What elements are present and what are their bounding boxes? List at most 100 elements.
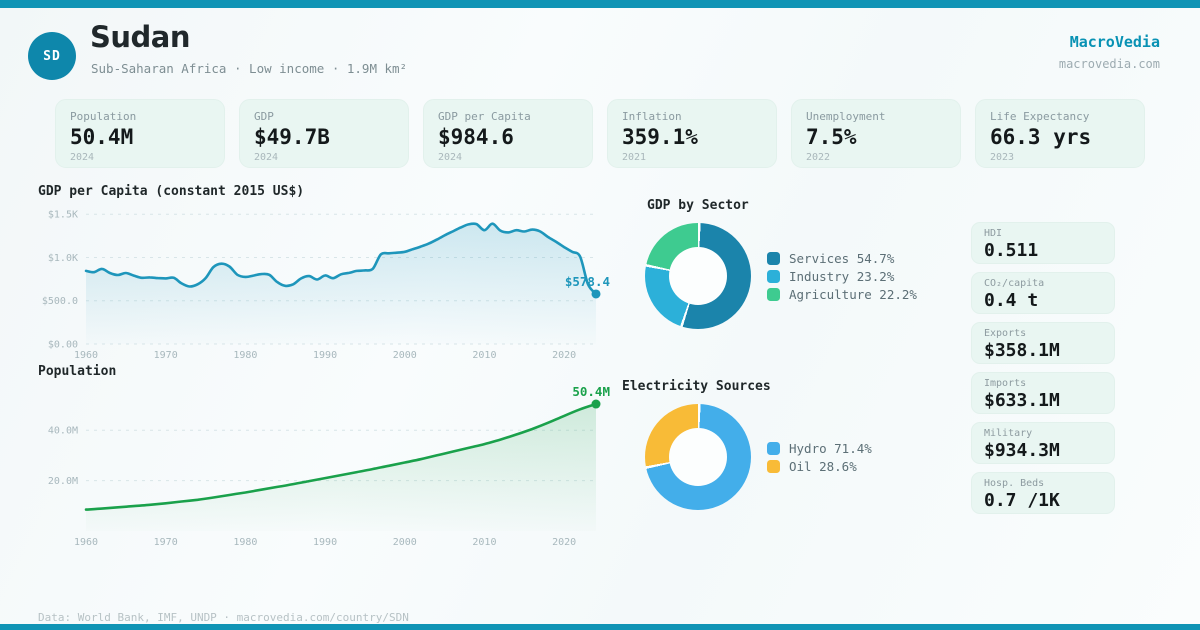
stat-card-gdp-per-capita: GDP per Capita $984.6 2024 xyxy=(423,99,593,168)
stat-value: 50.4M xyxy=(70,125,134,149)
x-axis-tick: 1960 xyxy=(74,537,98,548)
legend-label: Hydro 71.4% xyxy=(789,440,872,456)
side-card-exports: Exports $358.1M xyxy=(971,322,1115,364)
x-axis-tick: 2020 xyxy=(552,537,576,548)
x-axis-tick: 1990 xyxy=(313,350,337,361)
stat-value: 359.1% xyxy=(622,125,698,149)
last-point-dot xyxy=(591,289,601,299)
electricity-sources-legend: Hydro 71.4% Oil 28.6% xyxy=(767,438,872,477)
legend-item-oil: Oil 28.6% xyxy=(767,459,872,474)
legend-swatch xyxy=(767,441,780,455)
legend-item-services: Services 54.7% xyxy=(767,251,917,266)
chart-title: GDP per Capita (constant 2015 US$) xyxy=(38,184,305,199)
electricity-sources-donut xyxy=(645,404,751,510)
side-label: HDI xyxy=(984,228,1003,239)
legend-swatch xyxy=(767,269,780,283)
stat-year: 2024 xyxy=(438,152,463,163)
x-axis-tick: 1970 xyxy=(154,537,178,548)
y-axis-tick: $1.5K xyxy=(48,210,78,221)
side-label: Hosp. Beds xyxy=(984,478,1045,489)
legend-label: Agriculture 22.2% xyxy=(789,286,917,302)
stat-year: 2022 xyxy=(806,152,831,163)
stat-year: 2024 xyxy=(254,152,279,163)
y-axis-tick: $1.0K xyxy=(48,253,78,264)
y-axis-tick: 40.0M xyxy=(48,426,78,437)
stat-card-population: Population 50.4M 2024 xyxy=(55,99,225,168)
stat-label: Life Expectancy xyxy=(990,110,1090,123)
side-value: 0.511 xyxy=(984,240,1039,261)
last-point-dot xyxy=(591,399,601,409)
top-accent-bar xyxy=(0,0,1200,8)
stat-value: $49.7B xyxy=(254,125,330,149)
stat-label: Inflation xyxy=(622,110,682,123)
last-value-annotation: 50.4M xyxy=(572,384,610,399)
stat-value: 7.5% xyxy=(806,125,857,149)
x-axis-tick: 2000 xyxy=(393,350,417,361)
stat-label: Population xyxy=(70,110,137,123)
stat-card-unemployment: Unemployment 7.5% 2022 xyxy=(791,99,961,168)
gdp-per-capita-plot: $0.00 $500.0 $1.0K $1.5K 1960 1970 1980 1990 200… xyxy=(38,202,616,368)
x-axis-tick: 1990 xyxy=(313,537,337,548)
side-label: Imports xyxy=(984,378,1027,389)
electricity-sources-chart: Electricity Sources Hydro 71.4% Oil 28.6% xyxy=(622,379,975,510)
side-label: Military xyxy=(984,428,1033,439)
country-code: SD xyxy=(43,48,61,64)
chart-title: Electricity Sources xyxy=(622,379,771,394)
legend-item-agriculture: Agriculture 22.2% xyxy=(767,287,917,302)
x-axis-tick: 2020 xyxy=(552,350,576,361)
country-subtitle: Sub-Saharan Africa · Low income · 1.9M k… xyxy=(91,61,408,76)
x-axis-tick: 1960 xyxy=(74,350,98,361)
chart-title: GDP by Sector xyxy=(647,198,749,213)
population-plot: 20.0M 40.0M 1960 1970 1980 1990 2000 2010 2020 50… xyxy=(38,382,616,548)
x-axis-tick: 2010 xyxy=(472,537,496,548)
donut-hole xyxy=(669,247,727,305)
y-axis-tick: 20.0M xyxy=(48,476,78,487)
stat-label: GDP per Capita xyxy=(438,110,531,123)
donut-row: Services 54.7% Industry 23.2% Agriculture … xyxy=(622,223,975,329)
x-axis-tick: 1980 xyxy=(233,350,257,361)
x-axis-tick: 1980 xyxy=(233,537,257,548)
area-fill xyxy=(86,223,596,344)
donut-hole xyxy=(669,428,727,486)
brand-site-link[interactable]: macrovedia.com xyxy=(1058,57,1160,71)
stat-card-gdp: GDP $49.7B 2024 xyxy=(239,99,409,168)
side-value: $934.3M xyxy=(984,440,1060,461)
side-card-hospital-beds: Hosp. Beds 0.7 /1K xyxy=(971,472,1115,514)
gdp-per-capita-chart: GDP per Capita (constant 2015 US$) $0.00… xyxy=(38,184,616,368)
stat-card-inflation: Inflation 359.1% 2021 xyxy=(607,99,777,168)
area-fill xyxy=(86,404,596,531)
stat-value: 66.3 yrs xyxy=(990,125,1092,149)
side-card-military: Military $934.3M xyxy=(971,422,1115,464)
legend-item-hydro: Hydro 71.4% xyxy=(767,441,872,456)
gdp_per_capita-svg: $0.00 $500.0 $1.0K $1.5K 1960 1970 1980 1990 200… xyxy=(42,210,610,361)
brand-name[interactable]: MacroVedia xyxy=(1069,33,1160,51)
stat-year: 2024 xyxy=(70,152,95,163)
legend-label: Services 54.7% xyxy=(789,250,895,266)
stat-card-life-expectancy: Life Expectancy 66.3 yrs 2023 xyxy=(975,99,1145,168)
series-line xyxy=(84,402,598,511)
side-value: $358.1M xyxy=(984,340,1060,361)
legend-item-industry: Industry 23.2% xyxy=(767,269,917,284)
stat-year: 2021 xyxy=(622,152,647,163)
x-axis-tick: 2000 xyxy=(393,537,417,548)
side-value: 0.4 t xyxy=(984,290,1039,311)
chart-title: Population xyxy=(38,364,117,379)
stat-label: Unemployment xyxy=(806,110,886,123)
data-sources-note: Data: World Bank, IMF, UNDP · macrovedia… xyxy=(38,611,409,624)
brand: MacroVedia macrovedia.com xyxy=(1059,33,1160,71)
y-axis-tick: $0.00 xyxy=(48,340,78,351)
side-value: $633.1M xyxy=(984,390,1060,411)
donut-row: Hydro 71.4% Oil 28.6% xyxy=(622,404,975,510)
gdp-by-sector-donut xyxy=(645,223,751,329)
legend-label: Oil 28.6% xyxy=(789,458,857,474)
population-svg: 20.0M 40.0M 1960 1970 1980 1990 2000 2010 2020 50… xyxy=(48,384,610,548)
side-label: CO₂/capita xyxy=(984,278,1045,289)
side-stats-column: HDI 0.511 CO₂/capita 0.4 t Exports $358.… xyxy=(971,222,1115,514)
page-title: Sudan xyxy=(90,20,191,54)
legend-swatch xyxy=(767,287,780,301)
legend-swatch xyxy=(767,459,780,473)
side-label: Exports xyxy=(984,328,1027,339)
bottom-accent-bar xyxy=(0,624,1200,630)
side-card-imports: Imports $633.1M xyxy=(971,372,1115,414)
